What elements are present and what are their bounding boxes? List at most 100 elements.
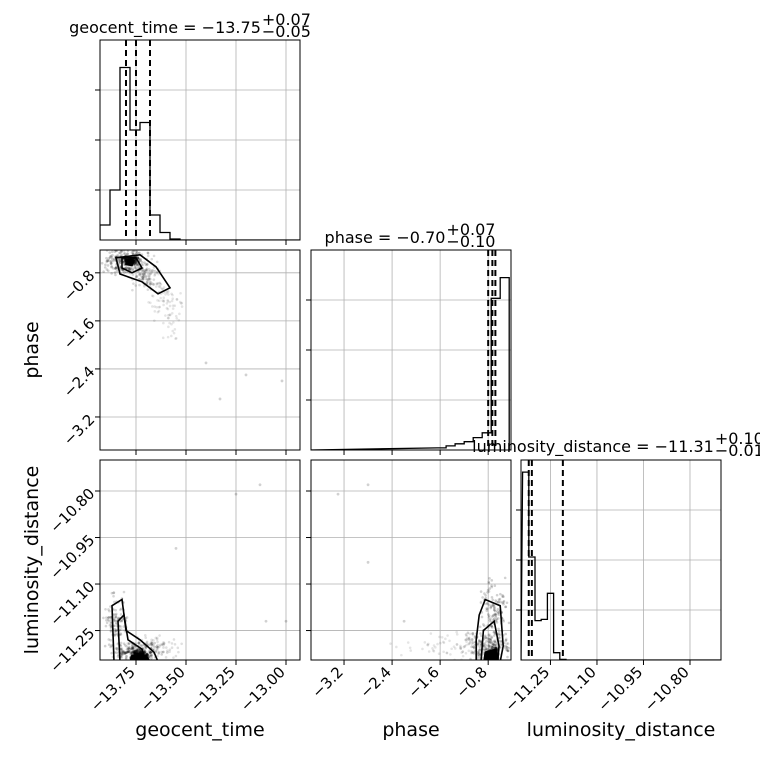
sample-point [506, 642, 510, 646]
sample-point [164, 646, 168, 649]
sample-point [477, 650, 481, 653]
outlier-point [168, 313, 172, 317]
sample-point [145, 263, 148, 267]
sample-point [126, 642, 129, 645]
sample-point [471, 632, 475, 635]
sample-point [107, 616, 111, 619]
sample-point [490, 624, 493, 628]
sample-point [491, 642, 494, 646]
sample-point [479, 601, 483, 604]
sample-point [139, 257, 143, 261]
sample-point [127, 647, 131, 650]
sample-point [421, 647, 424, 651]
sample-point [487, 616, 491, 619]
sample-point [141, 269, 144, 273]
sample-point [147, 301, 150, 304]
sample-point [168, 648, 172, 651]
sample-point [470, 662, 473, 665]
sample-point [476, 642, 480, 645]
sample-point [490, 636, 494, 639]
sample-point [471, 632, 475, 635]
sample-point [122, 650, 125, 653]
sample-point [493, 640, 496, 643]
sample-point [467, 637, 471, 641]
sample-point [106, 269, 110, 273]
sample-point [470, 642, 474, 646]
x-tick-label: −11.25 [501, 663, 553, 715]
sample-point [118, 251, 121, 255]
sample-point [148, 274, 151, 278]
sample-point [484, 635, 487, 639]
sample-point [167, 325, 170, 329]
sample-point [108, 251, 112, 254]
sample-point [470, 651, 474, 654]
sample-point [114, 265, 118, 269]
sample-point [504, 638, 508, 642]
sample-point [471, 632, 474, 636]
sample-point [120, 619, 124, 623]
sample-point [127, 266, 131, 269]
sample-point [488, 641, 491, 645]
title-sup: +0.07 [446, 220, 495, 239]
sample-point [485, 640, 488, 643]
sample-point [167, 290, 170, 293]
sample-point [132, 245, 135, 248]
sample-point [488, 637, 491, 640]
sample-point [106, 259, 109, 262]
histogram-geocent_time [100, 40, 300, 240]
sample-point [126, 650, 130, 654]
sample-point [170, 299, 174, 303]
sample-point [506, 649, 510, 653]
sample-point [111, 257, 114, 261]
sample-point [153, 310, 157, 313]
sample-point [506, 655, 509, 659]
contour-core [125, 258, 136, 267]
sample-point [487, 644, 491, 647]
sample-point [471, 638, 474, 642]
sample-point [177, 650, 180, 654]
x-tick-label: −13.25 [187, 663, 239, 715]
sample-point [109, 624, 113, 627]
sample-point [400, 653, 403, 657]
sample-point [159, 643, 162, 647]
sample-point [157, 650, 161, 654]
sample-point [486, 647, 489, 651]
sample-point [123, 263, 126, 267]
x-tick-label: −3.2 [308, 663, 346, 701]
sample-point [453, 647, 457, 650]
sample-point [464, 651, 468, 655]
sample-point [505, 645, 509, 649]
sample-point [120, 618, 124, 622]
sample-point [427, 650, 431, 653]
sample-point [467, 636, 471, 640]
sample-point [488, 603, 491, 607]
sample-point [488, 638, 491, 641]
sample-point [114, 629, 118, 633]
sample-point [137, 641, 140, 645]
sample-point [135, 250, 138, 253]
sample-point [140, 261, 144, 264]
sample-point [436, 642, 439, 646]
grid-luminosity_distance-geocent_time [100, 460, 300, 660]
sample-point [408, 646, 412, 650]
sample-point [151, 294, 155, 298]
sample-point [158, 645, 162, 648]
x-tick-label: −10.80 [641, 663, 693, 715]
sample-point [126, 250, 130, 253]
sample-point [493, 640, 497, 644]
sample-point [172, 331, 176, 335]
sample-point [487, 632, 491, 636]
sample-point [114, 608, 117, 612]
sample-point [106, 259, 110, 263]
panel-title-geocent_time: geocent_time = −13.75 +0.07−0.05 [69, 10, 311, 41]
sample-point [120, 653, 123, 657]
x-tick-label: −13.75 [87, 663, 139, 715]
sample-point [484, 647, 488, 650]
sample-point [145, 269, 148, 272]
sample-point [146, 254, 150, 258]
sample-point [166, 307, 170, 311]
sample-point [109, 260, 113, 264]
sample-point [127, 646, 130, 650]
sample-point [134, 261, 138, 264]
sample-point [157, 299, 161, 303]
